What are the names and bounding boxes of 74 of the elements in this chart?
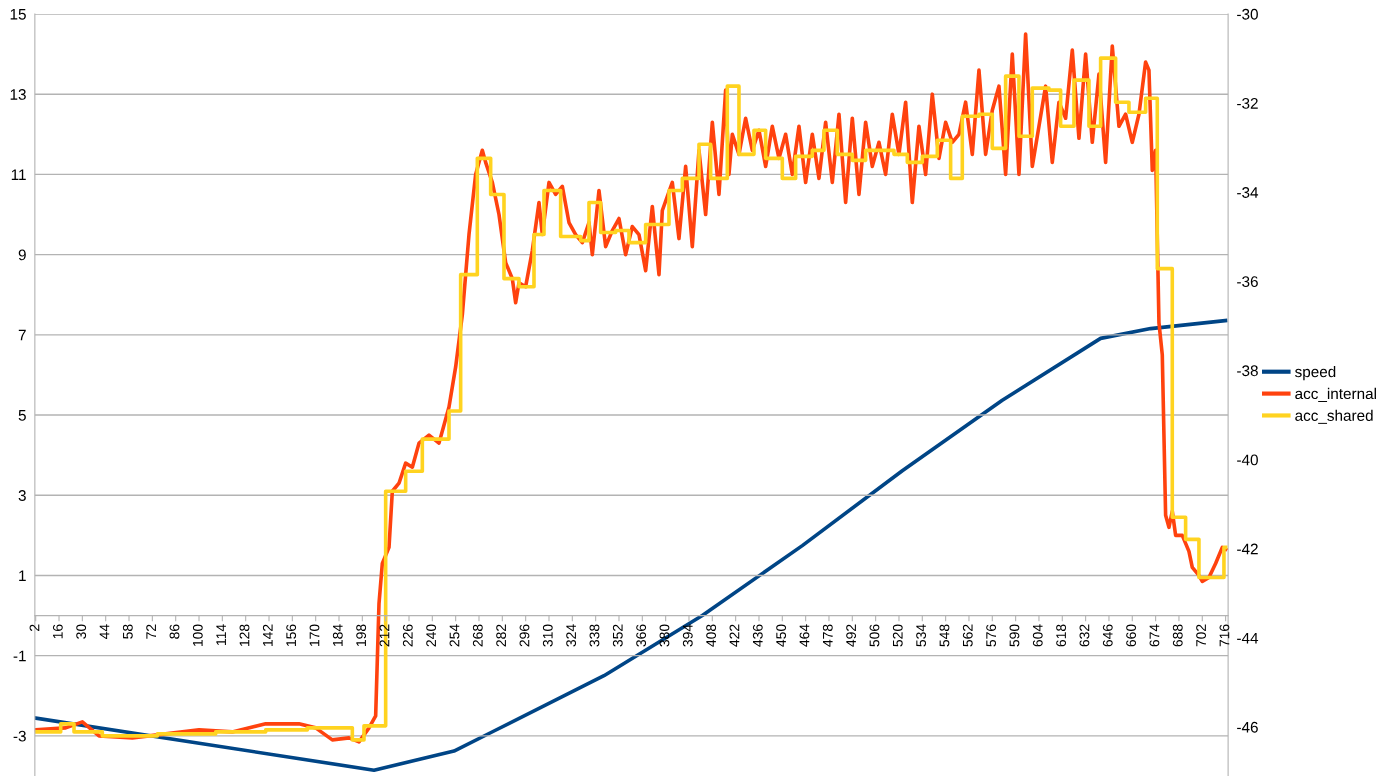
x-tick-label: 562 [962,624,973,647]
y2-tick-label: -38 [1237,365,1258,377]
x-tick-label: 660 [1126,624,1137,647]
x-tick-label: 86 [169,624,180,639]
x-tick-label: 30 [76,624,87,639]
x-tick-label: 422 [729,624,740,647]
legend-label: acc_shared [1295,409,1373,424]
x-tick-label: 380 [659,624,670,647]
x-tick-label: 576 [986,624,997,647]
x-tick-label: 282 [496,624,507,647]
y2-tick-label: -32 [1237,97,1258,109]
x-tick-label: 632 [1079,624,1090,647]
x-tick-label: 646 [1102,624,1113,647]
x-tick-label: 408 [706,624,717,647]
y2-tick-label: -40 [1237,454,1258,466]
y-tick-label: 7 [18,329,26,341]
y2-tick-label: -42 [1237,543,1258,555]
x-tick-label: 184 [332,624,343,647]
x-tick-label: 324 [566,624,577,647]
y2-tick-label: -46 [1237,721,1258,733]
x-tick-label: 212 [379,624,390,647]
x-tick-label: 436 [752,624,763,647]
legend-label: speed [1295,365,1336,381]
x-tick-label: 128 [239,624,250,647]
x-tick-label: 2 [29,624,40,631]
x-tick-label: 72 [146,624,156,639]
x-tick-label: 450 [776,624,787,647]
x-tick-label: 618 [1056,624,1067,647]
x-tick-label: 268 [472,624,483,647]
x-tick-label: 254 [449,624,460,647]
y-tick-label: -1 [13,650,26,662]
x-tick-label: 352 [612,624,623,647]
x-tick-label: 296 [519,624,530,647]
y2-tick-label: -44 [1237,632,1259,644]
x-tick-label: 44 [99,624,110,640]
legend-label: acc_internal [1295,387,1376,402]
y-tick-label: 5 [18,410,26,421]
x-tick-label: 394 [682,624,693,647]
x-tick-label: 506 [869,624,880,647]
x-tick-label: 688 [1172,624,1183,647]
x-tick-label: 240 [426,624,437,647]
y-tick-label: -3 [13,730,26,742]
x-tick-label: 520 [892,624,903,647]
y-tick-label: 15 [10,8,26,20]
y2-tick-label: -36 [1237,276,1258,288]
x-tick-label: 674 [1149,624,1160,647]
y-tick-label: 1 [19,570,26,581]
x-tick-label: 590 [1009,624,1020,647]
y-tick-label: 3 [18,490,26,501]
x-tick-label: 534 [916,624,927,647]
y-tick-label: 11 [11,169,26,180]
y2-tick-label: -30 [1237,8,1258,20]
x-tick-label: 142 [262,624,273,647]
x-tick-label: 156 [286,624,297,647]
x-tick-label: 170 [309,624,320,647]
x-tick-label: 16 [52,624,63,639]
x-tick-label: 338 [589,624,600,647]
x-tick-label: 464 [799,624,810,647]
x-tick-label: 366 [636,624,647,647]
x-tick-label: 604 [1032,624,1043,647]
x-tick-label: 478 [822,624,833,647]
y-tick-label: 13 [10,89,26,100]
x-tick-label: 100 [192,624,203,647]
y-tick-label: 9 [18,249,26,261]
x-tick-label: 114 [216,624,226,645]
y2-tick-label: -34 [1237,187,1259,198]
x-tick-label: 310 [542,624,553,647]
x-tick-label: 226 [402,624,413,647]
x-tick-label: 702 [1196,624,1207,647]
x-tick-label: 492 [846,624,857,647]
x-tick-label: 58 [122,624,133,639]
x-tick-label: 548 [939,624,950,647]
x-tick-label: 198 [356,624,367,647]
x-tick-label: 716 [1219,624,1230,647]
